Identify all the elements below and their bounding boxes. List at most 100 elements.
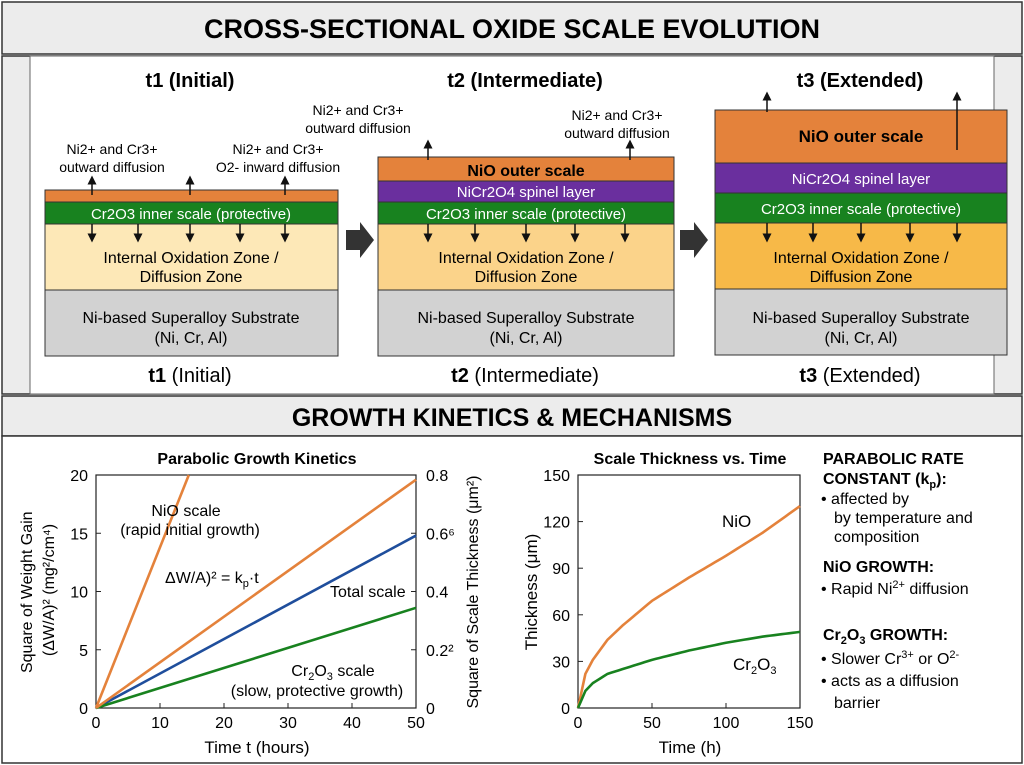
- stage-2-ann-left-2: outward diffusion: [305, 120, 411, 136]
- kp-title-1: PARABOLIC RATE: [823, 451, 964, 468]
- y-tick-label: 20: [70, 468, 88, 485]
- stage-3-spinel-layer: [714, 162, 1008, 194]
- y-tick-label: 120: [543, 515, 570, 532]
- stage-3-ioz-label-2: Diffusion Zone: [810, 269, 913, 286]
- stage-1-substrate-label-2: (Ni, Cr, Al): [155, 330, 228, 347]
- chart2-nio-label: NiO: [722, 512, 751, 531]
- y-tick-label: 5: [79, 643, 88, 660]
- cr-growth-bullet-2: • acts as a diffusion: [821, 673, 959, 690]
- kp-title-2: CONSTANT (kp):: [823, 471, 947, 491]
- section2-title: GROWTH KINETICS & MECHANISMS: [292, 404, 732, 432]
- stage-1-ioz-label-1: Internal Oxidation Zone /: [103, 250, 279, 267]
- stage-2-ioz-label-2: Diffusion Zone: [475, 269, 578, 286]
- stage-1-caption: t1 (Initial): [148, 365, 231, 387]
- x-tick-label: 20: [215, 715, 233, 732]
- stage-3-title: t3 (Extended): [797, 70, 924, 92]
- chart1-total-annotation: Total scale: [330, 584, 406, 601]
- y-tick-label: 90: [552, 561, 570, 578]
- stage-3-substrate-label-2: (Ni, Cr, Al): [825, 330, 898, 347]
- chart1-y2label: Square of Scale Thickness (μm²): [465, 475, 482, 708]
- chart1-nio-annotation-1: NiO scale: [151, 503, 220, 520]
- series-line-cr2o3: [576, 630, 801, 709]
- stage-2-ann-left-1: Ni2+ and Cr3+: [312, 102, 403, 118]
- chart2-title: Scale Thickness vs. Time: [594, 451, 787, 468]
- stage-1-ann-right-1: Ni2+ and Cr3+: [232, 141, 323, 157]
- nio-growth-title: NiO GROWTH:: [823, 559, 934, 576]
- y2-tick-label: 0.2²: [426, 643, 454, 660]
- stage-2-caption: t2 (Intermediate): [451, 365, 599, 387]
- y-tick-label: 0: [79, 701, 88, 718]
- stage-2-ann-right-2: outward diffusion: [564, 125, 670, 141]
- stage-2-ioz-label-1: Internal Oxidation Zone /: [438, 250, 614, 267]
- y2-tick-label: 0.4: [426, 585, 448, 602]
- chart2-ylabel: Thickness (μm): [522, 534, 541, 651]
- stage-1: t1 (Initial) Ni2+ and Cr3+ outward diffu…: [44, 70, 340, 387]
- stage-3-spinel-label: NiCr2O4 spinel layer: [792, 171, 930, 188]
- stage-2-arrows: [423, 139, 635, 243]
- nio-growth-bullet: • Rapid Ni2+ diffusion: [821, 579, 969, 598]
- stage-3-substrate: [714, 288, 1008, 356]
- stage-2-title: t2 (Intermediate): [447, 70, 603, 92]
- stage-3-cr2o3-label: Cr2O3 inner scale (protective): [761, 201, 961, 218]
- stage-1-nio-thin-layer: [44, 189, 339, 203]
- stage-1-ann-left-1: Ni2+ and Cr3+: [66, 141, 157, 157]
- stage-2: t2 (Intermediate) Ni2+ and Cr3+ outward …: [305, 70, 675, 387]
- x-tick-label: 30: [279, 715, 297, 732]
- stage-1-arrows: [87, 175, 290, 243]
- cr-growth-title: Cr2O3 GROWTH:: [823, 627, 948, 647]
- section2-header-bar: [1, 395, 1023, 437]
- chart1-ylabel: Square of Weight Gain (ΔW/A)² (mg²/cm⁴): [19, 507, 58, 673]
- y-tick-label: 15: [70, 526, 88, 543]
- x-tick-label: 40: [343, 715, 361, 732]
- series-line-unlabeled: [95, 478, 417, 710]
- stage-1-ann-right-2: O2- inward diffusion: [216, 159, 340, 175]
- y-tick-label: 0: [561, 701, 570, 718]
- y-tick-label: 30: [552, 654, 570, 671]
- series-line-nio-scale: [94, 474, 191, 709]
- stage-1-substrate: [44, 289, 339, 357]
- y2-tick-label: 0.8: [426, 468, 448, 485]
- thickness-chart: Scale Thickness vs. Time 0 50 100 150 0 30 60 9…: [522, 451, 813, 757]
- stage-2-nio-layer: [377, 156, 675, 182]
- x-tick-label: 10: [151, 715, 169, 732]
- stage-2-nio-label: NiO outer scale: [467, 163, 584, 180]
- cr-growth-bullet-3: barrier: [834, 695, 881, 712]
- stage-3-substrate-label-1: Ni-based Superalloy Substrate: [752, 310, 969, 327]
- y-tick-label: 60: [552, 608, 570, 625]
- stage-3: t3 (Extended) NiO outer scale NiCr2O4 sp…: [714, 70, 1008, 387]
- stage-3-arrows: [762, 91, 962, 243]
- kp-bullet-3: composition: [834, 529, 919, 546]
- stage-1-ioz-label-2: Diffusion Zone: [140, 269, 243, 286]
- stage-2-cr2o3-label: Cr2O3 inner scale (protective): [426, 206, 626, 223]
- stage-1-cr2o3-label: Cr2O3 inner scale (protective): [91, 206, 291, 223]
- progress-arrow-2: [680, 222, 708, 258]
- stage-3-cr2o3-layer: [714, 192, 1008, 224]
- chart1-xlabel: Time t (hours): [204, 738, 309, 757]
- stage-2-substrate: [377, 289, 675, 357]
- stage-3-caption: t3 (Extended): [799, 365, 920, 387]
- chart2-xlabel: Time (h): [659, 738, 722, 757]
- header-title: CROSS-SECTIONAL OXIDE SCALE EVOLUTION: [204, 14, 820, 44]
- stage-1-title: t1 (Initial): [146, 70, 235, 92]
- x-tick-label: 50: [643, 715, 661, 732]
- chart2-plot-area: [577, 474, 801, 709]
- chart1-nio-annotation-2: (rapid initial growth): [120, 522, 260, 539]
- series-line-nio: [576, 505, 801, 709]
- stage-2-ann-right-1: Ni2+ and Cr3+: [571, 107, 662, 123]
- stage-1-ann-left-2: outward diffusion: [59, 159, 165, 175]
- y-tick-label: 10: [70, 585, 88, 602]
- x-tick-label: 0: [574, 715, 583, 732]
- stage-2-substrate-label-2: (Ni, Cr, Al): [490, 330, 563, 347]
- chart1-cr-annotation-2: (slow, protective growth): [231, 683, 404, 700]
- stage-2-spinel-label: NiCr2O4 spinel layer: [457, 184, 595, 201]
- progress-arrow-1: [346, 222, 374, 258]
- kp-bullet-1: • affected by: [821, 491, 909, 508]
- notes-column: PARABOLIC RATE CONSTANT (kp): • affected…: [821, 451, 973, 712]
- chart1-equation: ΔW/A)² = kp·t: [165, 570, 259, 590]
- x-tick-label: 0: [92, 715, 101, 732]
- x-tick-label: 100: [713, 715, 740, 732]
- y2-tick-label: 0: [426, 701, 435, 718]
- stage-3-nio-label: NiO outer scale: [799, 127, 924, 146]
- chart2-cr-label: Cr2O3: [733, 655, 776, 677]
